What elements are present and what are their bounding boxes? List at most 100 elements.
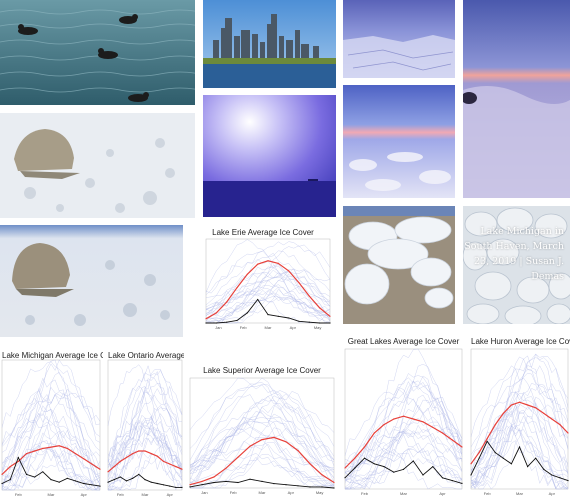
data-point	[261, 480, 263, 482]
data-point	[58, 445, 60, 447]
data-point	[132, 453, 134, 455]
plot-frame	[205, 238, 331, 324]
data-point	[1, 482, 3, 485]
data-point	[344, 477, 346, 479]
data-point	[288, 270, 290, 272]
chart-lake-erie[interactable]: Lake Erie Average Ice Cover Jan Feb Mar Apr…	[190, 225, 336, 337]
data-point	[261, 439, 263, 441]
data-point	[25, 473, 28, 475]
data-point	[273, 436, 275, 438]
historical-years	[205, 239, 331, 324]
data-point	[83, 458, 85, 460]
photo-ice-mound[interactable]	[0, 113, 195, 218]
data-point	[383, 466, 385, 468]
data-point	[138, 450, 140, 452]
data-point	[107, 471, 109, 473]
photo-ducks-water-image	[0, 0, 195, 105]
data-point	[285, 484, 287, 486]
photo-sunset-ice-tall-image	[463, 0, 570, 198]
chart-lake-ontario[interactable]: Lake Ontario Average Ice Co Feb Mar Apr	[106, 344, 184, 502]
data-point	[150, 481, 152, 483]
data-point	[150, 453, 152, 455]
data-point	[277, 262, 279, 264]
data-point	[213, 476, 215, 478]
data-point	[257, 298, 259, 301]
data-point	[422, 421, 424, 423]
data-point	[132, 477, 134, 479]
data-point	[393, 471, 395, 473]
data-point	[486, 438, 488, 440]
data-point	[551, 474, 553, 476]
x-tick-label: Feb	[361, 491, 369, 496]
data-point	[567, 480, 569, 482]
data-point	[17, 456, 19, 459]
data-point	[308, 295, 310, 297]
x-tick-label: Feb	[484, 491, 492, 496]
data-point	[156, 482, 158, 485]
data-point	[363, 457, 366, 459]
data-point	[119, 460, 121, 462]
chart-great-lakes[interactable]: Great Lakes Average Ice Cover Feb Mar Apr	[343, 333, 464, 502]
data-point	[267, 314, 269, 316]
historical-years	[1, 359, 101, 491]
data-point	[297, 485, 299, 487]
photo-ice-mound-2-image	[0, 225, 183, 337]
x-tick-label: Jan	[201, 490, 207, 495]
data-point	[169, 485, 171, 487]
chart-title: Lake Michigan Average Ice Cove	[2, 351, 103, 360]
data-point	[354, 467, 356, 469]
photo-ice-shelf-blue[interactable]	[343, 0, 455, 78]
photo-chicago-skyline[interactable]	[203, 0, 336, 88]
data-point	[518, 401, 521, 403]
data-point	[25, 453, 28, 455]
x-tick-label: May	[314, 325, 322, 330]
chart-plot: Jan Feb Mar Apr May	[189, 377, 335, 495]
photo-ice-field-pink[interactable]	[343, 85, 455, 198]
data-point	[393, 418, 395, 420]
x-tick-label: Feb	[240, 325, 248, 330]
data-point	[205, 318, 207, 320]
data-point	[205, 322, 207, 324]
x-tick-label: Mar	[516, 491, 524, 496]
x-tick-label: Jan	[215, 325, 221, 330]
chart-lake-michigan[interactable]: Lake Michigan Average Ice Cove Feb Mar Apr	[0, 344, 103, 502]
data-point	[249, 445, 251, 447]
data-point	[175, 486, 177, 488]
chart-plot: Feb Mar Apr	[344, 348, 463, 496]
photo-sunset-ice-tall[interactable]	[463, 0, 570, 198]
caption-line-3: 23, 2019 | Susan J.	[474, 256, 564, 267]
chart-lake-huron[interactable]: Lake Huron Average Ice Cover Feb Mar Apr	[469, 333, 570, 502]
chart-title: Lake Erie Average Ice Cover	[212, 228, 314, 237]
data-point	[344, 467, 346, 469]
data-point	[169, 463, 171, 465]
x-tick-label: Apr	[288, 490, 295, 495]
photo-ice-shelf-blue-image	[343, 0, 455, 78]
data-point	[470, 474, 472, 476]
photo-purple-sun[interactable]	[203, 95, 336, 217]
photo-ice-mound-2[interactable]	[0, 225, 183, 337]
photo-ice-field-pink-image	[343, 85, 455, 198]
data-point	[478, 452, 480, 454]
x-tick-label: Apr	[167, 492, 174, 497]
data-point	[461, 446, 463, 448]
data-point	[298, 282, 300, 284]
data-point	[246, 273, 248, 275]
data-point	[119, 476, 121, 478]
data-point	[215, 312, 217, 314]
data-point	[226, 321, 228, 323]
data-point	[412, 460, 414, 462]
photo-ducks-water[interactable]	[0, 0, 195, 105]
caption-line-4: Demas	[531, 271, 564, 282]
photo-ice-chunks[interactable]	[343, 206, 455, 324]
photo-ice-chunks-image	[343, 206, 455, 324]
chart-lake-superior[interactable]: Lake Superior Average Ice Cover Jan Feb Ma…	[188, 362, 336, 502]
chart-title: Lake Huron Average Ice Cover	[471, 337, 570, 346]
photo-ice-chunks-caption[interactable]: Lake Michigan in South Haven, March 23, …	[463, 206, 570, 324]
plot-frame	[470, 348, 569, 490]
data-point	[535, 457, 537, 459]
chart-title: Great Lakes Average Ice Cover	[347, 337, 460, 346]
data-point	[1, 473, 3, 475]
x-tick-label: Apr	[439, 491, 446, 496]
data-point	[138, 473, 140, 475]
data-point	[478, 457, 480, 459]
